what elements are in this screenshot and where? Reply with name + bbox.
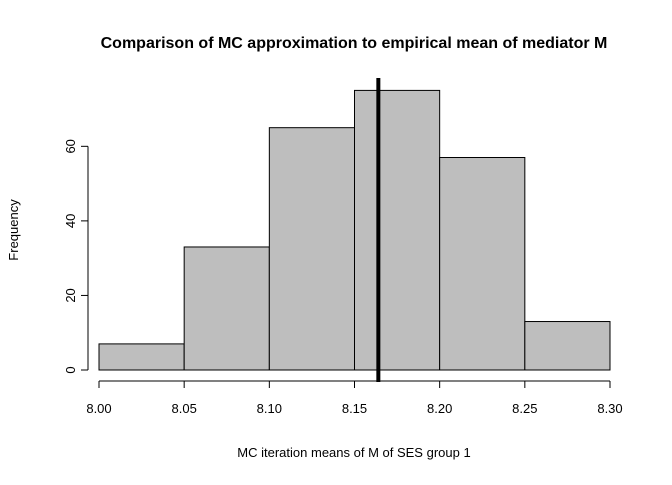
y-axis-label: Frequency	[6, 199, 21, 261]
x-tick-label: 8.25	[512, 401, 537, 416]
histogram-bar	[183, 246, 270, 371]
x-tick-label: 8.30	[597, 401, 622, 416]
x-tick-label: 8.00	[86, 401, 111, 416]
histogram-bar	[98, 343, 185, 371]
x-tick-label: 8.10	[257, 401, 282, 416]
y-tick-label: 40	[63, 214, 78, 228]
histogram-bar	[439, 157, 526, 371]
x-tick-label: 8.05	[172, 401, 197, 416]
histogram-bar	[354, 89, 441, 371]
x-axis-label: MC iteration means of M of SES group 1	[237, 445, 470, 460]
histogram-bar	[524, 321, 611, 371]
chart-title: Comparison of MC approximation to empiri…	[101, 35, 608, 52]
y-tick-label: 60	[63, 139, 78, 153]
y-tick-label: 20	[63, 288, 78, 302]
x-tick-label: 8.15	[342, 401, 367, 416]
y-tick-label: 0	[63, 366, 78, 373]
x-tick-label: 8.20	[427, 401, 452, 416]
histogram-bar	[268, 127, 356, 371]
